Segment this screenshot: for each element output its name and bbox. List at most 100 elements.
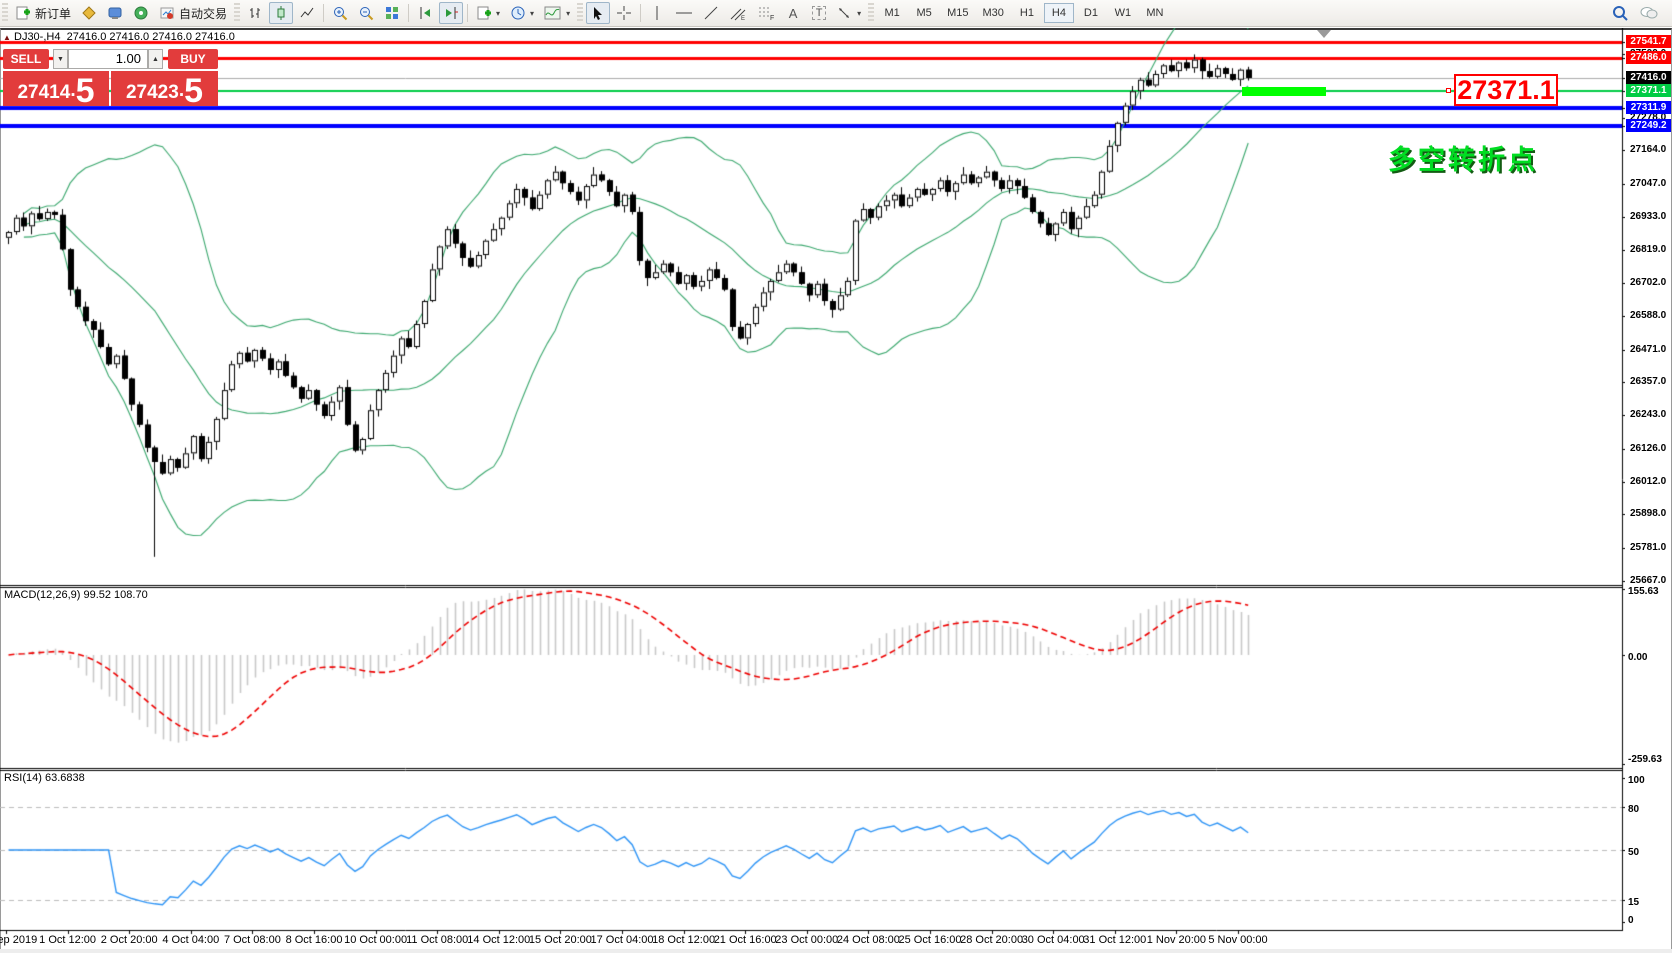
sell-button[interactable]: SELL <box>3 49 49 69</box>
autotrading-button[interactable]: 自动交易 <box>155 2 231 24</box>
time-axis-label: 25 Oct 16:00 <box>898 934 962 946</box>
new-order-label: 新订单 <box>35 6 72 21</box>
market-watch-button[interactable] <box>77 2 101 24</box>
time-axis-label: 18 Oct 12:00 <box>652 934 716 946</box>
profiles-clock-icon <box>510 5 526 21</box>
search-icon <box>1612 5 1629 22</box>
toolbar-grip <box>868 3 875 23</box>
dropdown-caret-icon: ▾ <box>566 8 571 18</box>
main-toolbar: 新订单 自动交易 <box>0 0 1672 27</box>
toolbar-separator <box>640 4 642 22</box>
fibonacci-icon: F <box>757 5 775 21</box>
chart-shift-button[interactable] <box>439 2 464 24</box>
timeframe-button-w1[interactable]: W1 <box>1114 7 1132 19</box>
time-axis-label: 28 Oct 20:00 <box>960 934 1024 946</box>
rsi-axis-tick: 100 <box>1628 775 1645 786</box>
timeframe-button-m5[interactable]: M5 <box>916 7 932 19</box>
text-label-icon: T <box>811 6 827 20</box>
volume-increase-button[interactable]: ▲ <box>148 49 163 69</box>
time-axis-label: 8 Oct 16:00 <box>285 934 343 946</box>
toolbar-grip <box>234 3 241 23</box>
trade-panel-collapse-icon[interactable]: ▲ <box>3 33 11 42</box>
price-axis-tick: 26933.0 <box>1630 210 1667 222</box>
sell-price[interactable]: 27414. 5 <box>3 71 109 108</box>
toolbar-grip <box>2 3 8 23</box>
time-axis-label: 21 Oct 16:00 <box>713 934 777 946</box>
macd-axis-tick: 0.00 <box>1628 651 1648 663</box>
timeframe-button-m30[interactable]: M30 <box>982 7 1004 19</box>
time-axis-label: 30 Sep 2019 <box>0 934 38 946</box>
dropdown-caret-icon: ▾ <box>496 8 501 18</box>
terminal-button[interactable] <box>129 2 153 24</box>
buy-button[interactable]: BUY <box>168 49 218 69</box>
new-order-button[interactable]: 新订单 <box>11 2 75 24</box>
price-axis-badge-blue: 27249.2 <box>1626 119 1671 133</box>
tile-windows-button[interactable] <box>380 2 404 24</box>
autotrading-label: 自动交易 <box>179 6 228 21</box>
macd-axis-tick: 155.63 <box>1628 586 1659 598</box>
timeframe-button-m1[interactable]: M1 <box>884 7 900 19</box>
candlestick-chart-button[interactable] <box>269 2 294 24</box>
autotrading-icon <box>159 5 175 21</box>
new-chart-dropdown[interactable]: ▾ <box>472 2 504 24</box>
time-axis-label: 14 Oct 12:00 <box>467 934 531 946</box>
indicators-dropdown[interactable]: ▾ <box>540 2 574 24</box>
dropdown-caret-icon: ▾ <box>530 8 535 18</box>
rsi-axis-tick: 0 <box>1628 915 1634 926</box>
chart-title: DJ30-,H4 27416.0 27416.0 27416.0 27416.0 <box>14 31 235 43</box>
zoom-in-button[interactable] <box>328 2 352 24</box>
vertical-line-icon <box>652 5 662 21</box>
navigator-button[interactable] <box>103 2 127 24</box>
market-watch-icon <box>81 5 97 21</box>
timeframe-button-h1[interactable]: H1 <box>1019 7 1034 19</box>
timeframe-button-d1[interactable]: D1 <box>1083 7 1098 19</box>
text-icon: A <box>788 5 798 21</box>
new-order-icon <box>15 5 31 21</box>
arrows-dropdown[interactable]: ▾ <box>833 2 865 24</box>
auto-scroll-button[interactable] <box>413 2 437 24</box>
dropdown-caret-icon: ▾ <box>857 8 862 18</box>
chart-canvas[interactable] <box>0 28 1625 950</box>
macd-axis-tick: -259.63 <box>1628 754 1662 765</box>
trendline-icon <box>703 5 719 21</box>
fibonacci-button[interactable]: F <box>753 2 779 24</box>
price-axis-tick: 26702.0 <box>1630 277 1667 289</box>
equidistant-channel-button[interactable]: E <box>725 2 751 24</box>
chat-button[interactable] <box>1635 2 1663 24</box>
timeframe-button-h4[interactable]: H4 <box>1043 3 1074 23</box>
trendline-button[interactable] <box>699 2 723 24</box>
text-label-button[interactable]: T <box>807 2 831 24</box>
vertical-line-button[interactable] <box>645 2 669 24</box>
time-axis-label: 15 Oct 20:00 <box>528 934 592 946</box>
rsi-axis-tick: 80 <box>1628 803 1640 815</box>
chat-icon <box>1639 5 1659 21</box>
buy-price-dot: . <box>178 80 185 101</box>
search-button[interactable] <box>1608 2 1633 24</box>
line-chart-button[interactable] <box>295 2 319 24</box>
bar-chart-button[interactable] <box>243 2 267 24</box>
time-axis-label: 23 Oct 00:00 <box>775 934 839 946</box>
profiles-dropdown[interactable]: ▾ <box>506 2 538 24</box>
timeframe-button-mn[interactable]: MN <box>1146 7 1164 19</box>
horizontal-line-button[interactable] <box>671 2 697 24</box>
zoom-out-button[interactable] <box>354 2 378 24</box>
time-axis-label: 5 Nov 00:00 <box>1208 934 1268 946</box>
price-axis-tick: 27278.0 <box>1630 111 1667 123</box>
price-axis-badge-blue: 27311.9 <box>1626 101 1671 115</box>
time-axis-label: 30 Oct 04:00 <box>1021 934 1085 946</box>
text-button[interactable]: A <box>781 2 805 24</box>
crosshair-button[interactable] <box>612 2 636 24</box>
volume-decrease-button[interactable]: ▼ <box>53 49 68 69</box>
buy-price[interactable]: 27423. 5 <box>111 71 218 108</box>
rsi-axis-tick: 15 <box>1628 897 1640 909</box>
new-chart-icon <box>476 5 492 21</box>
cursor-icon <box>591 6 605 21</box>
time-axis-label: 11 Oct 08:00 <box>406 934 469 946</box>
indicators-icon <box>544 5 562 21</box>
price-axis-tick: 26243.0 <box>1630 409 1667 421</box>
timeframe-button-m15[interactable]: M15 <box>947 7 969 19</box>
terminal-icon <box>133 5 149 21</box>
cursor-button[interactable] <box>586 2 611 24</box>
svg-text:F: F <box>770 15 774 21</box>
volume-input[interactable]: 1.00 <box>68 49 148 69</box>
